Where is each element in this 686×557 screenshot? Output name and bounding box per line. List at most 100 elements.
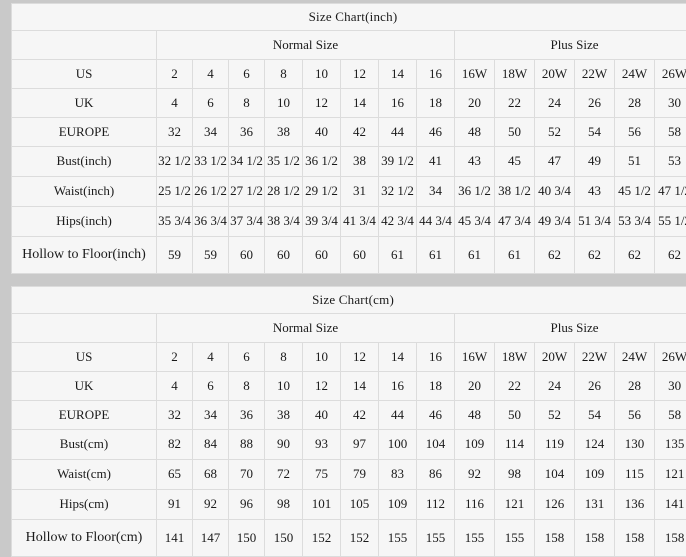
group-header-row: Normal Size Plus Size (12, 314, 686, 343)
cell: 61 (495, 237, 535, 274)
cell: 75 (303, 460, 341, 490)
cell: 34 (193, 401, 229, 430)
cell: 16 (417, 60, 455, 89)
cell: 121 (495, 490, 535, 520)
group-header-plus-size: Plus Size (455, 31, 686, 60)
cell: 14 (379, 60, 417, 89)
cell: 109 (575, 460, 615, 490)
cell: 48 (455, 401, 495, 430)
cell: 6 (229, 60, 265, 89)
cell: 61 (417, 237, 455, 274)
cell: 8 (229, 89, 265, 118)
cell: 38 (265, 401, 303, 430)
cell: 131 (575, 490, 615, 520)
cell: 20 (455, 89, 495, 118)
cell: 22 (495, 89, 535, 118)
cell: 83 (379, 460, 417, 490)
table-row: Waist(cm) 65 68 70 72 75 79 83 86 92 98 … (12, 460, 686, 490)
cell: 34 (193, 118, 229, 147)
cell: 43 (455, 147, 495, 177)
cell: 58 (655, 401, 686, 430)
chart-title: Size Chart(inch) (12, 4, 686, 31)
cell: 29 1/2 (303, 177, 341, 207)
cell: 90 (265, 430, 303, 460)
cell: 28 1/2 (265, 177, 303, 207)
row-label-bust: Bust(inch) (12, 147, 157, 177)
cell: 8 (265, 60, 303, 89)
cell: 59 (193, 237, 229, 274)
cell: 152 (341, 520, 379, 557)
table-row: Waist(inch) 25 1/2 26 1/2 27 1/2 28 1/2 … (12, 177, 686, 207)
cell: 46 (417, 118, 455, 147)
cell: 24W (615, 60, 655, 89)
cell: 59 (157, 237, 193, 274)
cell: 10 (265, 89, 303, 118)
row-label-waist: Waist(inch) (12, 177, 157, 207)
row-label-us: US (12, 343, 157, 372)
cell: 158 (615, 520, 655, 557)
cell: 20W (535, 60, 575, 89)
cell: 38 3/4 (265, 207, 303, 237)
cell: 147 (193, 520, 229, 557)
table-row: UK 4 6 8 10 12 14 16 18 20 22 24 26 28 3… (12, 89, 686, 118)
cell: 44 (379, 118, 417, 147)
cell: 26W (655, 343, 686, 372)
cell: 36 1/2 (455, 177, 495, 207)
cell: 52 (535, 401, 575, 430)
cell: 114 (495, 430, 535, 460)
group-header-plus-size: Plus Size (455, 314, 686, 343)
cell: 62 (575, 237, 615, 274)
cell: 52 (535, 118, 575, 147)
table-row: Hollow to Floor(inch) 59 59 60 60 60 60 … (12, 237, 686, 274)
cell: 98 (495, 460, 535, 490)
cell: 60 (341, 237, 379, 274)
cell: 24W (615, 343, 655, 372)
cell: 18 (417, 372, 455, 401)
cell: 100 (379, 430, 417, 460)
cell: 36 1/2 (303, 147, 341, 177)
cell: 6 (193, 89, 229, 118)
row-label-uk: UK (12, 372, 157, 401)
cell: 96 (229, 490, 265, 520)
cell: 36 (229, 401, 265, 430)
cell: 155 (495, 520, 535, 557)
cell: 51 3/4 (575, 207, 615, 237)
cell: 155 (379, 520, 417, 557)
cell: 40 3/4 (535, 177, 575, 207)
table-separator (0, 274, 686, 286)
cell: 58 (655, 118, 686, 147)
table-row: US 2 4 6 8 10 12 14 16 16W 18W 20W 22W 2… (12, 60, 686, 89)
row-label-bust: Bust(cm) (12, 430, 157, 460)
corner-cell (12, 314, 157, 343)
cell: 40 (303, 118, 341, 147)
row-label-uk: UK (12, 89, 157, 118)
cell: 104 (535, 460, 575, 490)
cell: 18W (495, 343, 535, 372)
cell: 104 (417, 430, 455, 460)
cell: 97 (341, 430, 379, 460)
cell: 22W (575, 343, 615, 372)
cell: 141 (157, 520, 193, 557)
cell: 82 (157, 430, 193, 460)
table-row: Hips(cm) 91 92 96 98 101 105 109 112 116… (12, 490, 686, 520)
cell: 27 1/2 (229, 177, 265, 207)
cell: 46 (417, 401, 455, 430)
cell: 61 (379, 237, 417, 274)
cell: 44 3/4 (417, 207, 455, 237)
cell: 14 (379, 343, 417, 372)
cell: 37 3/4 (229, 207, 265, 237)
cell: 20W (535, 343, 575, 372)
cell: 53 3/4 (615, 207, 655, 237)
cell: 26 (575, 372, 615, 401)
cell: 30 (655, 372, 686, 401)
cell: 34 (417, 177, 455, 207)
row-label-waist: Waist(cm) (12, 460, 157, 490)
size-chart-page: Size Chart(inch) Normal Size Plus Size U… (0, 3, 686, 533)
cell: 54 (575, 401, 615, 430)
cell: 62 (655, 237, 686, 274)
cell: 12 (341, 343, 379, 372)
cell: 49 3/4 (535, 207, 575, 237)
cell: 44 (379, 401, 417, 430)
cell: 32 (157, 401, 193, 430)
cell: 41 3/4 (341, 207, 379, 237)
